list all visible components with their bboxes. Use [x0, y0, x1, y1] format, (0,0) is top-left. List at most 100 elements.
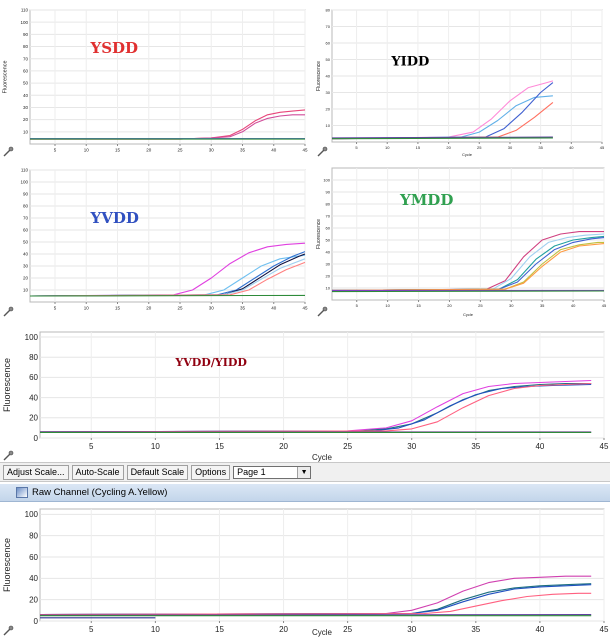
- y-tick-label: 20: [23, 276, 29, 281]
- y-tick-label: 20: [23, 117, 29, 122]
- chart-yvdd-panel: 10 20 30 40 50 60 70 80 90 100 110 5 10 15 20 25 30 35 40 4…: [0, 162, 310, 318]
- x-tick-label: 10: [84, 148, 90, 153]
- x-tick-label: 45: [302, 148, 308, 153]
- x-tick-label: 10: [151, 625, 160, 634]
- y-tick-label: 70: [23, 56, 29, 61]
- pin-icon[interactable]: [3, 146, 14, 157]
- chart-raw-channel: 0 20 40 60 80 100 5 10 15 20 25 30 35 40 45 Fluorescenc…: [2, 508, 609, 637]
- y-tick-label: 0: [34, 434, 39, 443]
- y-tick-label: 50: [23, 81, 29, 86]
- pin-icon[interactable]: [317, 306, 328, 317]
- x-tick-label: 20: [279, 442, 288, 451]
- plot-area: [39, 508, 605, 622]
- x-tick-label: 25: [343, 625, 352, 634]
- y-tick-label: 80: [23, 204, 29, 209]
- x-tick-label: 45: [302, 306, 308, 311]
- x-tick-label: 40: [569, 145, 574, 150]
- x-tick-label: 15: [416, 145, 421, 150]
- y-tick-label: 90: [23, 192, 29, 197]
- y-tick-label: 60: [29, 373, 38, 382]
- x-tick-label: 25: [343, 442, 352, 451]
- x-axis-label: Cycle: [463, 312, 474, 317]
- series-line-7: [29, 294, 306, 297]
- y-axis-label: Fluorescence: [3, 60, 9, 93]
- series-line-1: [39, 575, 592, 616]
- y-tick-label: 100: [25, 510, 39, 519]
- y-tick-label: 100: [20, 20, 28, 25]
- chart-yidd-panel: 10 20 30 40 50 60 70 80 5 10 15 20 25 30 35 40 45 Fluores…: [314, 0, 610, 158]
- pin-icon[interactable]: [3, 450, 14, 461]
- x-tick-label: 20: [279, 625, 288, 634]
- y-tick-label: 40: [326, 249, 331, 254]
- y-tick-label: 10: [23, 288, 29, 293]
- series-line-1: [39, 379, 592, 433]
- y-tick-label: 20: [29, 595, 38, 604]
- y-tick-label: 30: [326, 261, 331, 266]
- x-tick-label: 45: [602, 303, 607, 308]
- chevron-down-icon[interactable]: ▼: [297, 466, 311, 478]
- series-line-5: [39, 614, 592, 616]
- y-tick-label: 40: [29, 393, 38, 402]
- auto-scale-button[interactable]: Auto-Scale: [71, 464, 124, 480]
- y-axis-label: Fluorescence: [2, 358, 12, 412]
- series-line-4: [331, 237, 605, 291]
- chart-yvdd-yidd-panel: 0 20 40 60 80 100 5 10 15 20 25 30 35 40 45 Fluorescenc…: [0, 322, 610, 466]
- pin-icon[interactable]: [317, 146, 328, 157]
- x-tick-label: 45: [600, 145, 605, 150]
- pin-icon[interactable]: [3, 306, 14, 317]
- x-tick-label: 5: [89, 625, 94, 634]
- x-tick-label: 40: [535, 625, 544, 634]
- page-select[interactable]: Page 1 ▼: [233, 465, 312, 479]
- y-tick-label: 60: [326, 225, 331, 230]
- x-tick-label: 30: [407, 625, 416, 634]
- x-tick-label: 25: [477, 145, 482, 150]
- channel-icon: [16, 487, 28, 498]
- series-line-1: [29, 242, 306, 297]
- options-button[interactable]: Options: [191, 464, 231, 480]
- x-tick-label: 25: [177, 306, 183, 311]
- x-tick-label: 40: [571, 303, 576, 308]
- chart-annotation: YVDD/YIDD: [174, 356, 247, 369]
- channel-title-bar: Raw Channel (Cycling A.Yellow): [0, 484, 610, 502]
- y-tick-label: 60: [326, 40, 331, 45]
- chart-ymdd: 10 20 30 40 50 60 70 80 90 100 5 10 15 20 25 30 35 40 45 Fl…: [316, 167, 607, 317]
- pin-icon[interactable]: [3, 625, 14, 636]
- y-tick-label: 20: [29, 414, 38, 423]
- x-tick-label: 15: [416, 303, 421, 308]
- y-tick-label: 100: [20, 180, 28, 185]
- x-tick-label: 30: [209, 148, 215, 153]
- y-tick-label: 30: [23, 264, 29, 269]
- y-tick-label: 40: [23, 93, 29, 98]
- x-tick-label: 45: [600, 625, 609, 634]
- x-tick-label: 30: [407, 442, 416, 451]
- y-tick-label: 100: [25, 333, 39, 342]
- y-tick-label: 80: [326, 7, 331, 12]
- series-line-2: [331, 233, 605, 291]
- x-tick-label: 5: [54, 306, 57, 311]
- y-axis-label: Fluorescence: [316, 61, 322, 91]
- plot-area: [29, 169, 306, 303]
- plot-area: [29, 9, 306, 145]
- chart-yidd: 10 20 30 40 50 60 70 80 5 10 15 20 25 30 35 40 45 Fluores…: [316, 7, 605, 157]
- y-axis-label: Fluorescence: [316, 219, 322, 249]
- x-axis-label: Cycle: [312, 453, 333, 462]
- x-tick-label: 25: [177, 148, 183, 153]
- x-tick-label: 15: [115, 306, 121, 311]
- y-tick-label: 50: [23, 240, 29, 245]
- x-tick-label: 35: [538, 145, 543, 150]
- x-tick-label: 5: [54, 148, 57, 153]
- series-line-4: [39, 592, 592, 616]
- y-axis-label: Fluorescence: [2, 538, 12, 592]
- x-tick-label: 35: [471, 625, 480, 634]
- adjust-scale-button[interactable]: Adjust Scale...: [3, 464, 69, 480]
- y-tick-label: 30: [326, 90, 331, 95]
- chart-yvdd: 10 20 30 40 50 60 70 80 90 100 110 5 10 15 20 25 30 35 40 4…: [3, 168, 308, 317]
- y-tick-label: 20: [326, 106, 331, 111]
- y-tick-label: 40: [326, 73, 331, 78]
- x-tick-label: 40: [535, 442, 544, 451]
- default-scale-button[interactable]: Default Scale: [126, 464, 189, 480]
- x-tick-label: 25: [478, 303, 483, 308]
- series-line-1: [331, 231, 604, 291]
- x-tick-label: 10: [84, 306, 90, 311]
- y-tick-label: 80: [29, 353, 38, 362]
